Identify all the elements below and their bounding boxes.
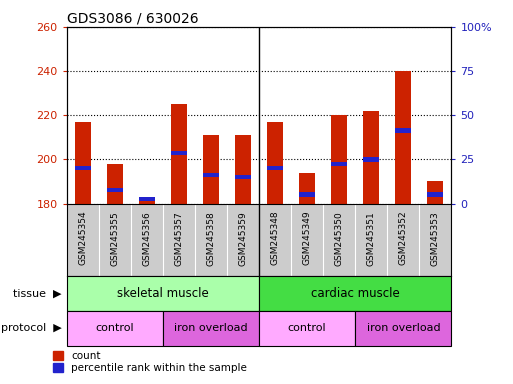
- Text: skeletal muscle: skeletal muscle: [117, 287, 209, 300]
- Bar: [427, 192, 443, 197]
- Text: GSM245353: GSM245353: [431, 211, 440, 266]
- Text: GSM245348: GSM245348: [270, 211, 280, 265]
- Bar: [259, 311, 355, 346]
- Text: GSM245358: GSM245358: [206, 211, 215, 266]
- Text: iron overload: iron overload: [174, 323, 248, 333]
- Bar: [363, 111, 379, 204]
- Text: GSM245350: GSM245350: [334, 211, 344, 266]
- Bar: [75, 122, 91, 204]
- Bar: [75, 166, 91, 170]
- Text: cardiac muscle: cardiac muscle: [311, 287, 400, 300]
- Bar: [107, 188, 123, 192]
- Bar: [427, 181, 443, 204]
- Bar: [331, 115, 347, 204]
- Text: tissue  ▶: tissue ▶: [13, 289, 62, 299]
- Text: control: control: [288, 323, 326, 333]
- Bar: [139, 197, 155, 201]
- Bar: [363, 157, 379, 162]
- Bar: [171, 151, 187, 155]
- Bar: [235, 175, 251, 179]
- Bar: [67, 311, 163, 346]
- Bar: [163, 311, 259, 346]
- Bar: [107, 164, 123, 204]
- Bar: [139, 201, 155, 204]
- Text: GDS3086 / 630026: GDS3086 / 630026: [67, 12, 199, 26]
- Bar: [67, 276, 259, 311]
- Text: iron overload: iron overload: [366, 323, 440, 333]
- Bar: [267, 122, 283, 204]
- Text: control: control: [95, 323, 134, 333]
- Text: GSM245359: GSM245359: [239, 211, 248, 266]
- Bar: [171, 104, 187, 204]
- Bar: [267, 166, 283, 170]
- Bar: [331, 162, 347, 166]
- Text: GSM245356: GSM245356: [142, 211, 151, 266]
- Text: GSM245357: GSM245357: [174, 211, 184, 266]
- Bar: [396, 71, 411, 204]
- Text: GSM245352: GSM245352: [399, 211, 408, 265]
- Text: GSM245354: GSM245354: [78, 211, 87, 265]
- Bar: [299, 192, 315, 197]
- Bar: [203, 172, 219, 177]
- Bar: [299, 173, 315, 204]
- Bar: [396, 128, 411, 133]
- Bar: [235, 135, 251, 204]
- Text: GSM245355: GSM245355: [110, 211, 120, 266]
- Bar: [355, 311, 451, 346]
- Bar: [203, 135, 219, 204]
- Text: GSM245351: GSM245351: [367, 211, 376, 266]
- Text: GSM245349: GSM245349: [303, 211, 312, 265]
- Bar: [259, 276, 451, 311]
- Text: protocol  ▶: protocol ▶: [1, 323, 62, 333]
- Legend: count, percentile rank within the sample: count, percentile rank within the sample: [51, 349, 249, 375]
